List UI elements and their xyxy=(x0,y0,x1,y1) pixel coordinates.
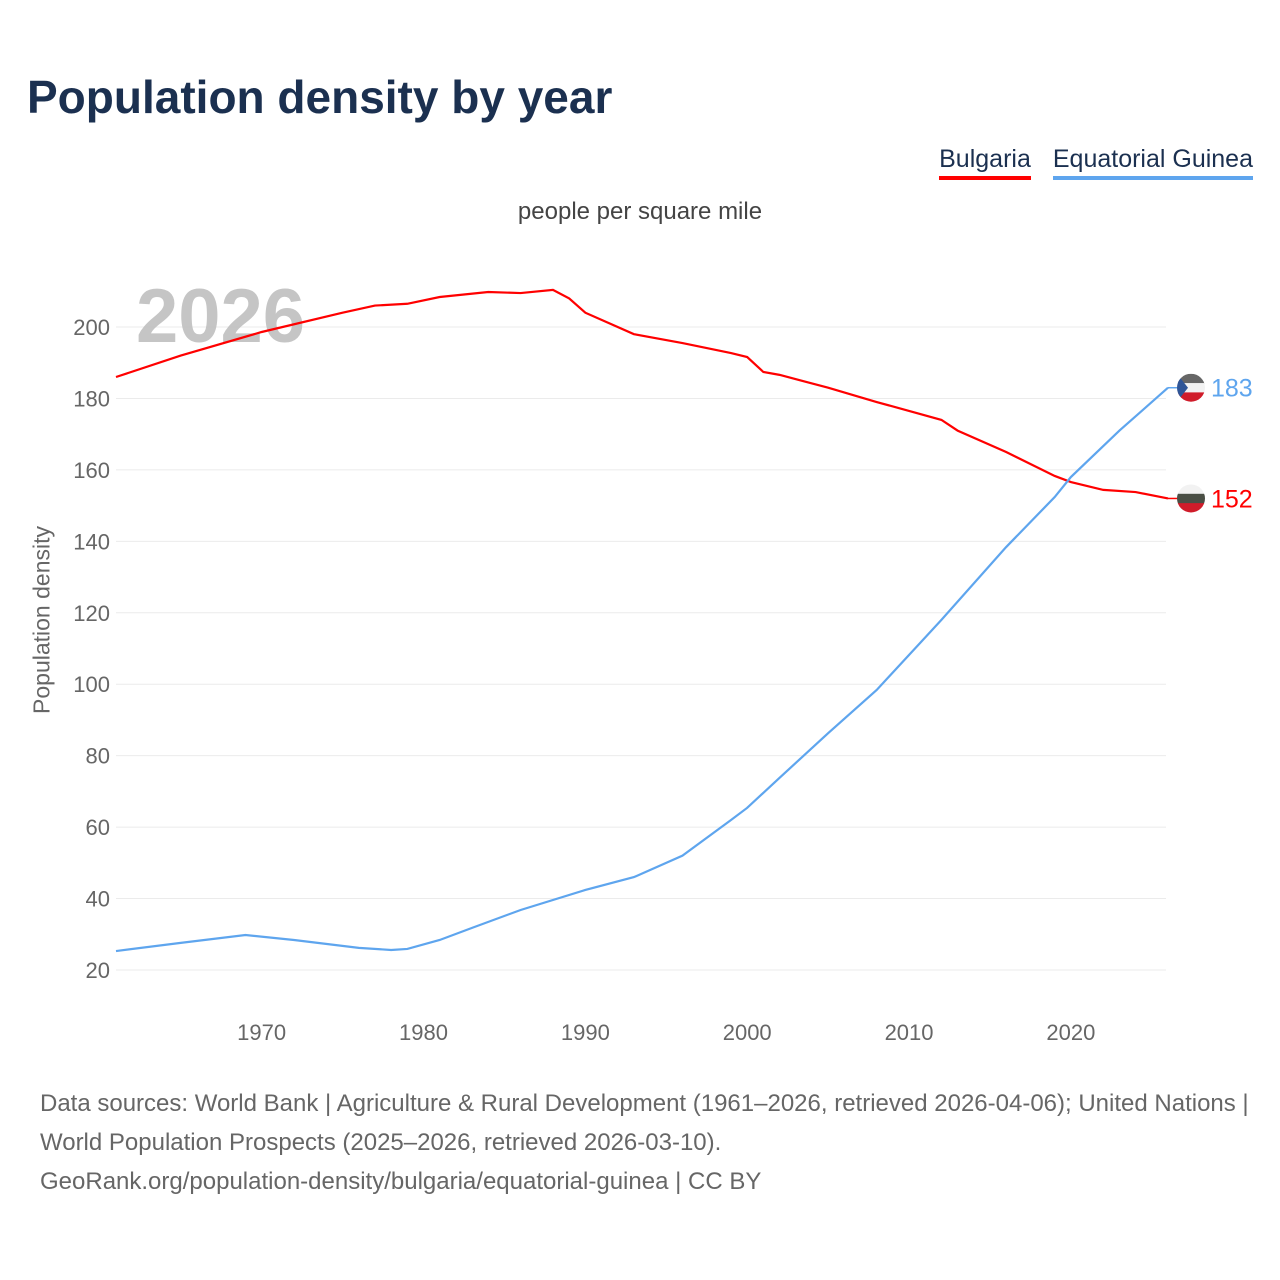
x-tick-label: 2000 xyxy=(723,1020,772,1045)
flag-stripe xyxy=(1177,493,1205,504)
y-tick-label: 120 xyxy=(73,601,110,626)
legend-item-equatorial-guinea[interactable]: Equatorial Guinea xyxy=(1052,145,1253,180)
series-line-bulgaria xyxy=(115,288,1169,500)
series-line-equatorial-guinea xyxy=(115,386,1169,953)
flag-triangle xyxy=(1177,373,1188,402)
y-tick-label: 160 xyxy=(73,458,110,483)
chart-subtitle: people per square mile xyxy=(517,198,763,225)
x-tick-label: 2010 xyxy=(885,1020,934,1045)
y-tick-label: 100 xyxy=(73,672,110,697)
flag-stripe xyxy=(1177,383,1205,393)
flag-stripe xyxy=(1177,484,1205,495)
flag-stripe xyxy=(1177,373,1205,384)
page-title: Population density by year xyxy=(27,71,613,123)
end-value-label: 152 xyxy=(1211,485,1253,513)
flag-stripe xyxy=(1177,503,1205,513)
footer: Data sources: World Bank | Agriculture &… xyxy=(40,1084,1250,1201)
source-link[interactable]: GeoRank.org/population-density/bulgaria/… xyxy=(40,1168,762,1195)
bulgaria-flag-icon xyxy=(1177,484,1205,513)
y-tick-label: 40 xyxy=(86,887,110,912)
end-value-label: 183 xyxy=(1211,375,1253,403)
y-tick-label: 60 xyxy=(86,815,110,840)
x-tick-label: 1980 xyxy=(399,1020,448,1045)
x-tick-label: 2020 xyxy=(1046,1020,1095,1045)
year-watermark: 2026 xyxy=(136,274,305,359)
legend: Bulgaria Equatorial Guinea xyxy=(939,145,1253,180)
legend-item-bulgaria[interactable]: Bulgaria xyxy=(939,145,1031,180)
x-tick-label: 1970 xyxy=(237,1020,286,1045)
plot-area: 20 40 60 80 100 120 140 160 180 200 1970 1980 1990 20… xyxy=(73,274,1253,1045)
y-tick-label: 20 xyxy=(86,958,110,983)
x-tick-label: 1990 xyxy=(561,1020,610,1045)
flag-stripe xyxy=(1177,392,1205,402)
y-tick-label: 80 xyxy=(86,744,110,769)
equatorial-guinea-flag-icon xyxy=(1177,373,1205,402)
y-tick-label: 180 xyxy=(73,386,110,411)
data-sources: Data sources: World Bank | Agriculture &… xyxy=(40,1090,1249,1156)
y-tick-label: 140 xyxy=(73,529,110,554)
y-tick-label: 200 xyxy=(73,315,110,340)
